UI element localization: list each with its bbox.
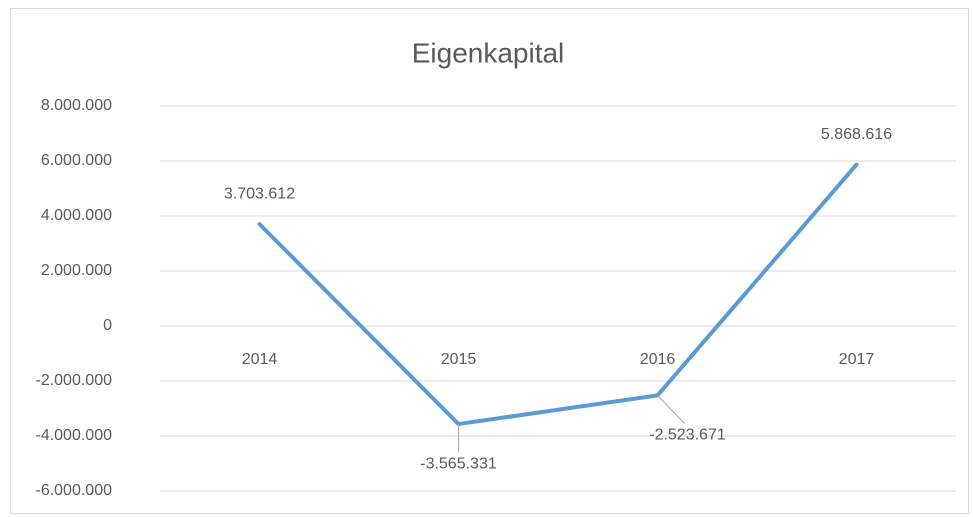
data-label: -2.523.671 [649, 427, 726, 444]
data-label: 3.703.612 [224, 185, 295, 202]
y-tick-label: 2.000.000 [41, 262, 112, 279]
x-tick-label: 2014 [242, 351, 278, 368]
data-label: 5.868.616 [821, 126, 892, 143]
data-label: -3.565.331 [420, 455, 497, 472]
y-tick-label: 6.000.000 [41, 152, 112, 169]
x-tick-label: 2017 [839, 351, 875, 368]
y-tick-label: 0 [103, 317, 112, 334]
leader-line [657, 395, 685, 424]
y-tick-label: 4.000.000 [41, 207, 112, 224]
data-line [257, 162, 859, 427]
chart-title: Eigenkapital [412, 37, 565, 68]
chart-border [10, 8, 969, 514]
y-tick-label: -6.000.000 [35, 482, 112, 499]
y-tick-label: -4.000.000 [35, 427, 112, 444]
x-tick-label: 2015 [441, 351, 477, 368]
x-tick-label: 2016 [640, 351, 676, 368]
y-tick-label: 8.000.000 [41, 97, 112, 114]
y-tick-label: -2.000.000 [35, 372, 112, 389]
